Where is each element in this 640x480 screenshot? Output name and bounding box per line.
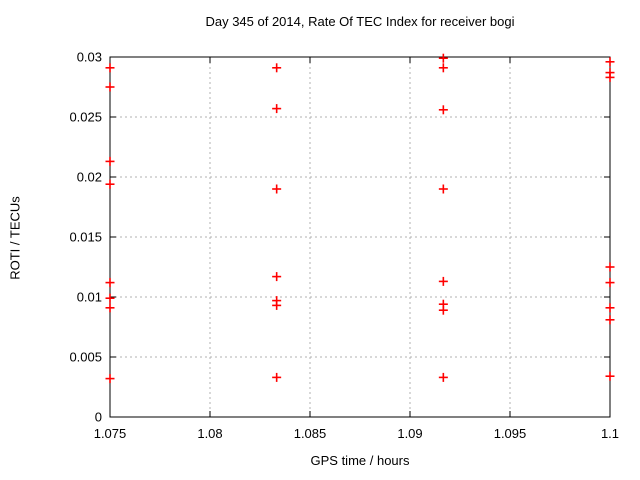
y-tick-label: 0.015 xyxy=(69,230,102,245)
y-tick-label: 0.025 xyxy=(69,110,102,125)
x-axis-label: GPS time / hours xyxy=(310,453,410,468)
y-tick-label: 0 xyxy=(95,410,102,425)
x-tick-label: 1.08 xyxy=(197,426,222,441)
x-tick-label: 1.075 xyxy=(94,426,127,441)
y-tick-label: 0.03 xyxy=(77,50,102,65)
x-tick-label: 1.095 xyxy=(494,426,527,441)
chart-title: Day 345 of 2014, Rate Of TEC Index for r… xyxy=(205,14,515,29)
y-tick-label: 0.005 xyxy=(69,350,102,365)
x-tick-label: 1.085 xyxy=(294,426,327,441)
y-tick-label: 0.01 xyxy=(77,290,102,305)
x-tick-label: 1.1 xyxy=(601,426,619,441)
y-tick-label: 0.02 xyxy=(77,170,102,185)
x-tick-label: 1.09 xyxy=(397,426,422,441)
